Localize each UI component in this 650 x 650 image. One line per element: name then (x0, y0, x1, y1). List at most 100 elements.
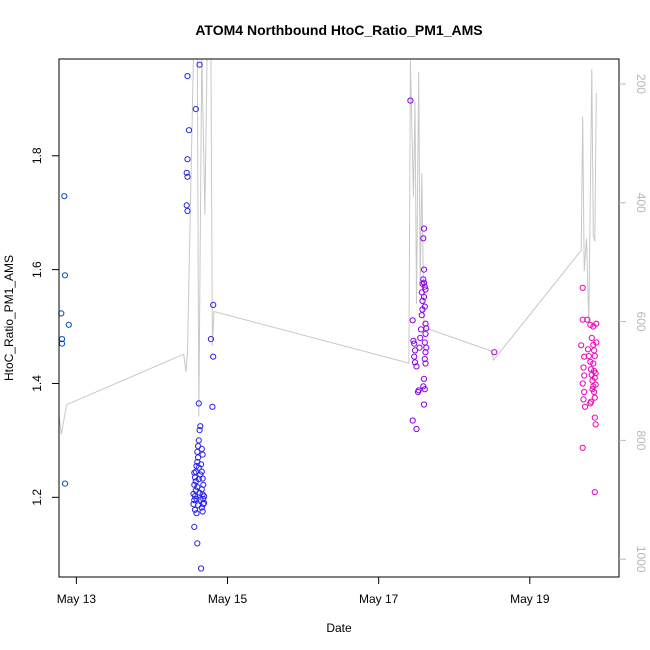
data-point (195, 437, 202, 444)
data-point (591, 394, 598, 401)
data-point (196, 489, 203, 496)
data-point (413, 425, 420, 433)
data-point (580, 396, 587, 403)
data-point (423, 325, 430, 332)
data-point (421, 386, 428, 393)
data-point (587, 366, 595, 373)
data-point (61, 480, 69, 487)
data-point (195, 464, 202, 471)
data-point (422, 349, 429, 356)
y-tick-label: 1.2 (30, 489, 44, 506)
data-point (423, 344, 430, 351)
data-point (422, 330, 429, 337)
data-point (587, 321, 594, 328)
data-point (194, 484, 201, 491)
y2-tick-label: 200 (634, 74, 648, 94)
data-point (579, 380, 586, 387)
data-point (420, 225, 428, 232)
data-point (191, 474, 199, 481)
data-point (579, 444, 586, 451)
data-point (197, 496, 204, 503)
data-point (192, 478, 199, 485)
data-point (581, 403, 589, 410)
data-point (192, 468, 199, 475)
data-point (199, 508, 206, 515)
data-point (411, 347, 419, 354)
data-point (207, 336, 214, 343)
data-point (587, 358, 594, 365)
plot-frame (58, 58, 620, 578)
data-point (210, 353, 217, 360)
data-point (592, 421, 599, 428)
data-point (201, 493, 208, 500)
y2-tick-label: 800 (634, 430, 648, 450)
data-point (590, 323, 597, 330)
data-point (591, 374, 598, 381)
data-point (61, 272, 69, 279)
data-point (420, 401, 428, 408)
x-tick-label: May 13 (57, 592, 97, 606)
data-point (420, 276, 427, 283)
data-point (588, 334, 595, 341)
data-point (199, 491, 206, 498)
y2-tick-label: 1000 (634, 546, 648, 573)
data-point (411, 359, 419, 366)
y-tick-label: 1.4 (30, 375, 44, 392)
data-point (585, 353, 592, 360)
x-tick-label: May 19 (510, 592, 550, 606)
data-point (590, 360, 597, 367)
x-axis: May 13 May 15 May 17 May 19 (57, 577, 550, 606)
data-point (592, 381, 599, 388)
data-point (420, 279, 428, 286)
data-point (579, 316, 586, 323)
data-point (199, 451, 206, 458)
data-point (198, 565, 205, 572)
data-point (584, 346, 592, 353)
data-point (192, 106, 199, 113)
data-point (65, 321, 72, 328)
data-point (420, 293, 428, 300)
data-point (591, 489, 598, 496)
data-point (591, 353, 598, 360)
data-point (581, 353, 588, 360)
data-point (184, 156, 191, 163)
data-point (197, 471, 204, 478)
y2-axis: 200 400 600 800 1000 (619, 74, 648, 573)
data-point (193, 510, 200, 517)
data-point (421, 355, 428, 363)
data-point (198, 445, 205, 452)
y2-tick-label: 600 (634, 312, 648, 332)
data-point (194, 448, 201, 455)
data-point (195, 454, 202, 461)
data-point (591, 347, 598, 354)
data-point (411, 353, 418, 360)
points-layer (58, 61, 600, 572)
data-point (581, 388, 588, 396)
data-point (592, 370, 599, 377)
data-point (185, 127, 193, 134)
data-point (422, 360, 429, 367)
data-point (417, 334, 424, 341)
y-tick-label: 1.6 (30, 261, 44, 278)
data-point (210, 301, 217, 308)
chart-title: ATOM4 Northbound HtoC_Ratio_PM1_AMS (195, 22, 482, 38)
data-point (491, 349, 498, 356)
data-point (196, 61, 203, 68)
data-point (407, 97, 414, 104)
data-point (415, 387, 422, 394)
data-point (191, 469, 198, 476)
data-point (61, 193, 68, 200)
data-point (184, 173, 191, 180)
data-point (194, 540, 201, 547)
data-point (420, 266, 428, 273)
data-point (587, 398, 595, 405)
data-point (411, 340, 418, 347)
data-point (191, 523, 198, 531)
data-point (420, 235, 427, 242)
data-point (581, 372, 588, 379)
data-point (591, 414, 598, 421)
data-point (422, 320, 429, 327)
data-point (420, 383, 427, 390)
